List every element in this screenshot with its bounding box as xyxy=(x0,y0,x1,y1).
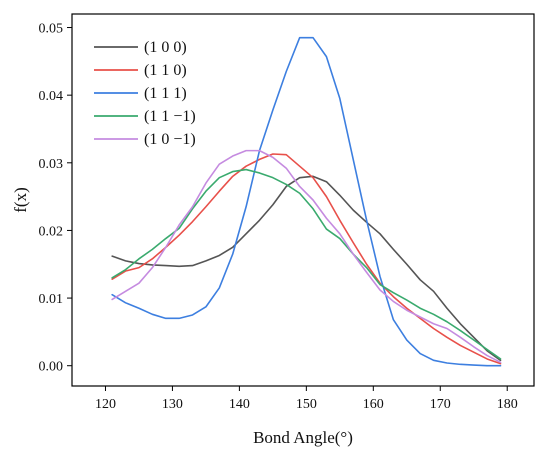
y-tick-label: 0.00 xyxy=(39,360,64,375)
legend-label-3: (1 1 1) xyxy=(144,85,187,102)
legend-label-2: (1 1 0) xyxy=(144,62,187,79)
y-axis-title: f(x) xyxy=(11,187,30,212)
series-line-4 xyxy=(112,170,500,359)
x-tick-label: 180 xyxy=(497,397,518,412)
y-tick-label: 0.01 xyxy=(39,292,64,307)
y-tick-label: 0.04 xyxy=(39,89,64,104)
y-tick-label: 0.02 xyxy=(39,224,64,239)
x-tick-label: 160 xyxy=(363,397,384,412)
legend-label-5: (1 0 −1) xyxy=(144,131,196,148)
x-axis: 120 130 140 150 160 170 180 xyxy=(95,386,518,412)
x-tick-label: 150 xyxy=(296,397,317,412)
legend-label-4: (1 1 −1) xyxy=(144,108,196,125)
plot-frame xyxy=(72,14,534,386)
x-tick-label: 120 xyxy=(95,397,116,412)
plot-border xyxy=(72,14,534,386)
series-line-1 xyxy=(112,176,500,360)
series-line-2 xyxy=(112,154,500,364)
x-axis-title: Bond Angle(°) xyxy=(253,428,353,447)
legend-label-1: (1 0 0) xyxy=(144,39,187,56)
y-tick-label: 0.03 xyxy=(39,157,64,172)
x-tick-label: 170 xyxy=(430,397,451,412)
y-tick-label: 0.05 xyxy=(39,22,64,37)
x-tick-label: 130 xyxy=(162,397,183,412)
series-line-5 xyxy=(112,151,500,363)
x-tick-label: 140 xyxy=(229,397,250,412)
legend: (1 0 0) (1 1 0) (1 1 1) (1 1 −1) (1 0 −1) xyxy=(94,39,196,148)
y-axis: 0.00 0.01 0.02 0.03 0.04 0.05 xyxy=(39,22,73,375)
